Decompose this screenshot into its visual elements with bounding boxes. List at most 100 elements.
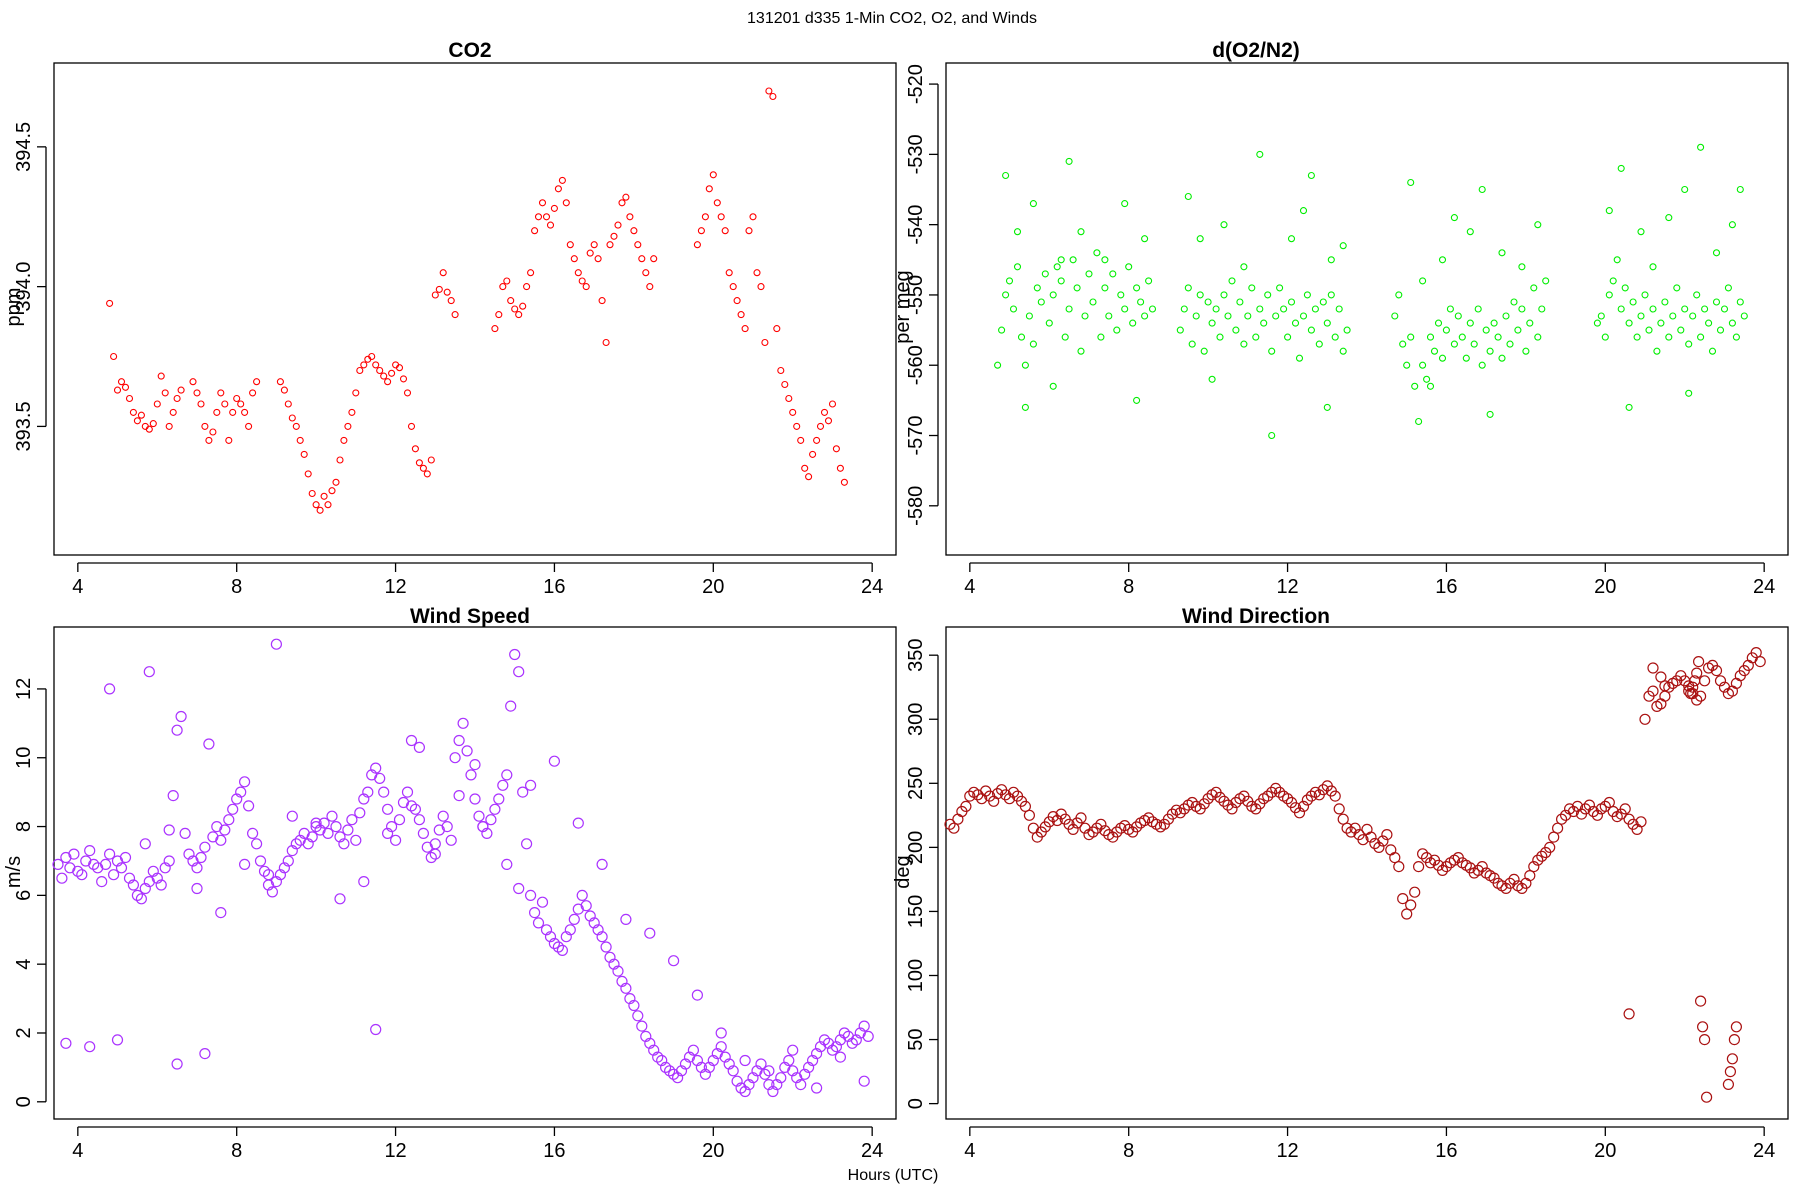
co2-data-point <box>388 369 396 377</box>
wind-speed-data-point <box>286 810 298 822</box>
o2n2-data-point <box>1486 347 1494 355</box>
co2-data-point <box>582 283 590 291</box>
wind-speed-data-point <box>239 858 251 871</box>
o2n2-data-point <box>1605 207 1613 215</box>
wind-speed-panel-title: Wind Speed <box>410 605 530 628</box>
o2n2-data-point <box>1268 347 1276 355</box>
wind-speed-data-point <box>727 1065 739 1077</box>
o2n2-data-point <box>1617 305 1625 313</box>
wind-speed-data-point <box>505 700 517 712</box>
wind-speed-data-point <box>139 838 151 850</box>
o2n2-data-point <box>1478 185 1486 194</box>
o2n2-data-point <box>1462 354 1470 362</box>
wind-speed-data-point <box>532 917 545 929</box>
co2-panel-title: CO2 <box>448 39 491 62</box>
wind-speed-data-point <box>520 838 533 850</box>
o2n2-data-point <box>1426 382 1435 390</box>
wind-speed-data-point <box>151 872 163 884</box>
o2n2-data-point <box>1677 326 1685 334</box>
o2n2-data-point <box>1518 263 1526 271</box>
wind-speed-data-point <box>338 838 350 850</box>
o2n2-data-point <box>1673 284 1681 292</box>
wind-speed-data-point <box>346 814 358 826</box>
wind-speed-data-point <box>386 820 398 833</box>
co2-data-point <box>328 487 336 495</box>
o2n2-data-point <box>1669 312 1677 320</box>
wind-speed-data-point <box>417 827 429 840</box>
wind-direction-y-tick-label: 150 <box>905 895 927 928</box>
wind-speed-data-point <box>171 1058 183 1070</box>
o2n2-data-point <box>1327 256 1335 264</box>
co2-data-point <box>157 372 165 380</box>
o2n2-data-point <box>1486 410 1494 418</box>
wind-speed-data-point <box>167 789 179 802</box>
wind-direction-data-point <box>952 813 964 825</box>
wind-speed-data-point <box>656 1054 668 1067</box>
o2n2-data-point <box>1299 312 1308 320</box>
co2-data-point <box>753 269 761 277</box>
co2-data-point <box>153 400 161 408</box>
o2n2-data-point <box>1327 291 1335 299</box>
o2n2-x-tick-label: 16 <box>1435 576 1457 598</box>
wind-speed-data-point <box>99 858 112 871</box>
wind-direction-data-point <box>1099 825 1111 837</box>
wind-direction-points <box>944 646 1766 1103</box>
co2-data-point <box>193 389 201 397</box>
co2-data-point <box>245 422 253 430</box>
o2n2-data-point <box>1339 347 1347 355</box>
o2n2-data-point <box>1482 326 1490 334</box>
wind-speed-data-point <box>453 734 465 747</box>
wind-speed-data-point <box>123 872 136 884</box>
o2n2-data-point <box>1299 207 1308 215</box>
wind-speed-data-point <box>457 717 469 729</box>
wind-speed-x-tick-label: 24 <box>861 1140 883 1162</box>
co2-data-point <box>372 361 380 369</box>
wind-speed-data-point <box>413 814 425 826</box>
o2n2-data-point <box>1180 305 1188 313</box>
co2-data-point <box>749 213 757 221</box>
o2n2-x-axis: 4 8 12 16 20 24 <box>964 562 1775 598</box>
o2n2-data-point <box>1708 347 1717 355</box>
o2n2-x-tick-label: 12 <box>1276 576 1298 598</box>
o2n2-data-point <box>1065 305 1073 313</box>
co2-data-point <box>304 470 312 478</box>
co2-y-tick-label: 394.0 <box>13 262 35 312</box>
o2n2-data-point <box>1458 333 1466 341</box>
wind-speed-data-point <box>393 814 406 826</box>
co2-data-point <box>443 288 451 296</box>
wind-direction-data-point <box>1214 791 1226 804</box>
co2-data-point <box>368 352 376 361</box>
wind-direction-data-point <box>1730 1021 1743 1033</box>
co2-data-point <box>209 428 217 436</box>
wind-speed-data-point <box>691 989 704 1001</box>
wind-direction-data-point <box>1119 819 1131 832</box>
co2-data-point <box>113 386 122 394</box>
co2-data-point <box>721 227 729 235</box>
wind-speed-data-point <box>342 824 354 836</box>
co2-data-point <box>515 311 523 319</box>
wind-speed-data-point <box>667 955 680 967</box>
co2-data-point <box>384 378 392 386</box>
o2n2-y-tick-label: -540 <box>905 205 927 245</box>
wind-speed-data-point <box>548 755 561 767</box>
wind-speed-y-tick-label: 2 <box>13 1027 35 1038</box>
wind-speed-data-point <box>799 1068 811 1080</box>
wind-speed-data-point <box>362 786 374 798</box>
wind-direction-data-point <box>1401 908 1413 920</box>
co2-data-point <box>801 464 809 472</box>
o2n2-data-point <box>1712 249 1721 257</box>
co2-data-point <box>431 291 439 299</box>
o2n2-data-point <box>1641 291 1649 299</box>
o2n2-data-point <box>1220 221 1228 229</box>
wind-direction-plot-frame <box>945 626 1789 1120</box>
wind-speed-data-point <box>155 879 167 891</box>
wind-direction-data-point <box>1714 675 1727 687</box>
wind-speed-data-point <box>477 820 489 833</box>
co2-data-point <box>558 176 566 184</box>
wind-direction-data-point <box>1130 821 1143 833</box>
o2n2-data-point <box>1601 333 1609 341</box>
wind-speed-data-point <box>127 879 139 891</box>
co2-y-tick-label: 393.5 <box>13 401 35 451</box>
wind-direction-data-point <box>1409 886 1421 898</box>
